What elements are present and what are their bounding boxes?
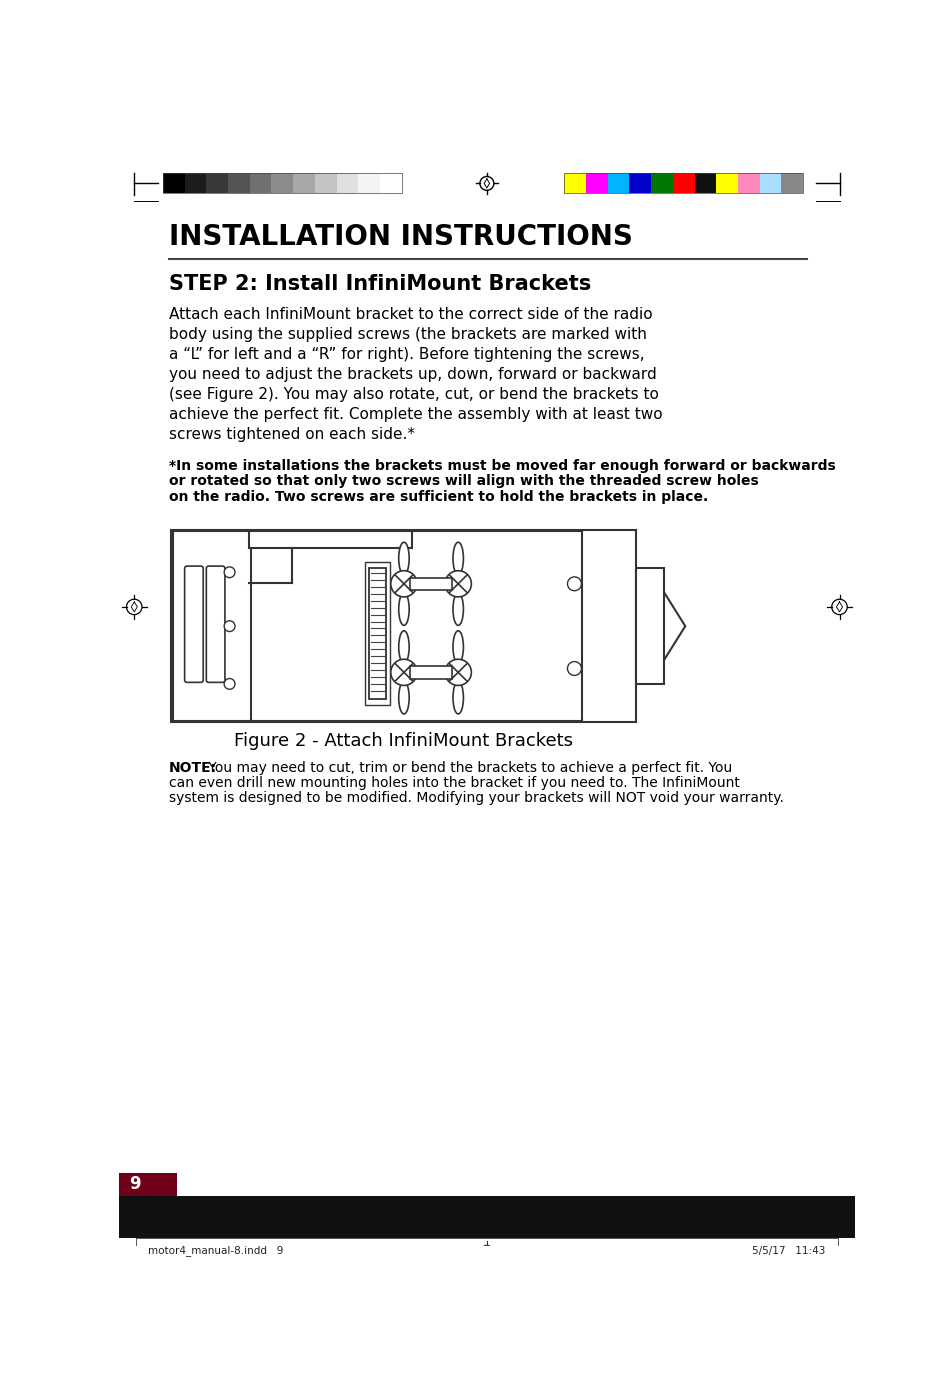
Text: body using the supplied screws (the brackets are marked with: body using the supplied screws (the brac… (169, 328, 647, 342)
Bar (608, 174, 630, 193)
Circle shape (224, 679, 235, 689)
Ellipse shape (453, 631, 464, 664)
Bar (410, 666, 452, 679)
Bar (119, 1238, 855, 1263)
Bar (716, 174, 738, 193)
Bar (249, 532, 411, 549)
Bar (738, 174, 760, 193)
Bar (171, 531, 636, 722)
Text: INSTALLATION INSTRUCTIONS: INSTALLATION INSTRUCTIONS (169, 223, 633, 251)
Bar (119, 1173, 177, 1196)
Text: STEP 2: Install InfiniMount Brackets: STEP 2: Install InfiniMount Brackets (169, 273, 591, 294)
Circle shape (224, 567, 235, 578)
Text: or rotated so that only two screws will align with the threaded screw holes: or rotated so that only two screws will … (169, 475, 759, 489)
Text: system is designed to be modified. Modifying your brackets will NOT void your wa: system is designed to be modified. Modif… (169, 791, 784, 805)
Bar (336, 174, 358, 193)
Ellipse shape (453, 682, 464, 714)
Ellipse shape (399, 542, 409, 574)
Ellipse shape (399, 682, 409, 714)
Bar (173, 532, 251, 721)
Circle shape (390, 659, 417, 686)
Text: NOTE:: NOTE: (169, 762, 218, 776)
Bar (228, 174, 250, 193)
Text: (see Figure 2). You may also rotate, cut, or bend the brackets to: (see Figure 2). You may also rotate, cut… (169, 386, 659, 402)
Bar (673, 174, 694, 193)
Bar (119, 1196, 855, 1239)
Text: a “L” for left and a “R” for right). Before tightening the screws,: a “L” for left and a “R” for right). Bef… (169, 347, 645, 363)
Text: screws tightened on each side.*: screws tightened on each side.* (169, 427, 415, 442)
Text: you need to adjust the brackets up, down, forward or backward: you need to adjust the brackets up, down… (169, 367, 656, 382)
Text: can even drill new mounting holes into the bracket if you need to. The InfiniMou: can even drill new mounting holes into t… (169, 776, 740, 790)
Bar (250, 174, 272, 193)
Ellipse shape (399, 594, 409, 626)
Bar (365, 563, 390, 706)
Ellipse shape (399, 631, 409, 664)
Bar (630, 174, 651, 193)
Bar (564, 174, 586, 193)
Bar (380, 174, 402, 193)
Bar (586, 174, 608, 193)
Text: *In some installations the brackets must be moved far enough forward or backward: *In some installations the brackets must… (169, 459, 836, 473)
FancyBboxPatch shape (184, 566, 203, 682)
Ellipse shape (453, 594, 464, 626)
Bar (760, 174, 782, 193)
Bar (272, 174, 294, 193)
Circle shape (390, 571, 417, 596)
Ellipse shape (453, 542, 464, 574)
Text: Figure 2 - Attach InfiniMount Brackets: Figure 2 - Attach InfiniMount Brackets (235, 731, 574, 749)
Circle shape (445, 571, 471, 596)
Bar (249, 532, 582, 721)
Bar (163, 174, 402, 193)
Bar (206, 174, 228, 193)
Circle shape (567, 662, 581, 675)
Text: Attach each InfiniMount bracket to the correct side of the radio: Attach each InfiniMount bracket to the c… (169, 307, 653, 322)
Bar (651, 174, 673, 193)
FancyBboxPatch shape (206, 566, 225, 682)
Text: You may need to cut, trim or bend the brackets to achieve a perfect fit. You: You may need to cut, trim or bend the br… (204, 762, 732, 776)
Bar (694, 174, 716, 193)
Bar (163, 174, 184, 193)
Bar (410, 578, 452, 589)
Bar (369, 568, 386, 700)
Text: motor4_manual-8.indd   9: motor4_manual-8.indd 9 (148, 1245, 283, 1256)
Text: on the radio. Two screws are sufficient to hold the brackets in place.: on the radio. Two screws are sufficient … (169, 490, 709, 504)
Bar (564, 174, 803, 193)
Text: achieve the perfect fit. Complete the assembly with at least two: achieve the perfect fit. Complete the as… (169, 407, 663, 421)
Bar (636, 568, 663, 685)
Circle shape (567, 577, 581, 591)
Text: 5/5/17   11:43: 5/5/17 11:43 (752, 1246, 826, 1256)
Bar (358, 174, 380, 193)
Text: 9: 9 (129, 1176, 142, 1193)
Circle shape (445, 659, 471, 686)
Circle shape (224, 620, 235, 631)
Bar (781, 174, 803, 193)
Bar (184, 174, 206, 193)
Bar (314, 174, 336, 193)
Bar (294, 174, 314, 193)
